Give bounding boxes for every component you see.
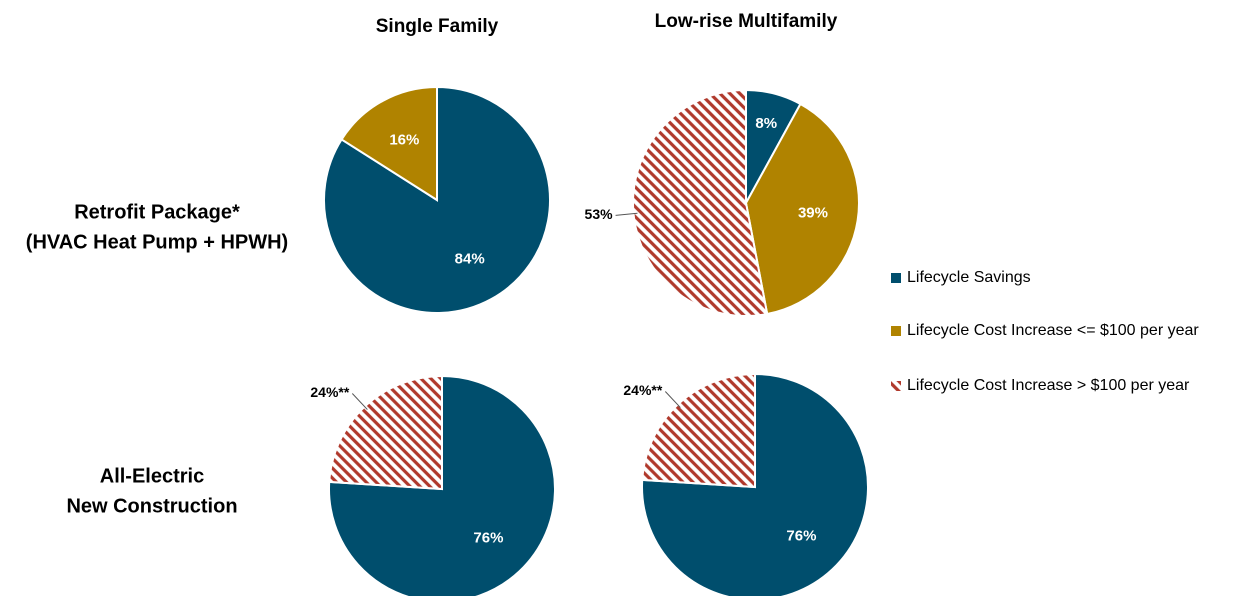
legend-swatch [891, 326, 901, 336]
row-label: Retrofit Package* [74, 201, 240, 223]
legend-swatch [891, 381, 901, 391]
column-label: Single Family [376, 16, 499, 37]
row-label: All-Electric [100, 465, 204, 487]
row-label: (HVAC Heat Pump + HPWH) [26, 231, 288, 253]
pie-slice [744, 102, 860, 316]
legend-swatch [891, 273, 901, 283]
data-label: 84% [455, 250, 485, 267]
data-label: 8% [755, 115, 777, 132]
data-label: 76% [473, 529, 503, 546]
legend-label: Lifecycle Cost Increase > $100 per year [907, 377, 1190, 394]
data-label: 24%** [310, 384, 349, 400]
pie-slice [340, 85, 438, 202]
leader-line [615, 212, 638, 216]
legend-label: Lifecycle Savings [907, 269, 1031, 286]
row-label: New Construction [66, 495, 237, 517]
leader-line [351, 393, 368, 410]
data-label: 24%** [623, 382, 662, 398]
legend-label: Lifecycle Cost Increase <= $100 per year [907, 322, 1199, 339]
data-label: 76% [786, 527, 816, 544]
data-label: 16% [389, 132, 419, 149]
leader-line [664, 391, 681, 408]
column-label: Low-rise Multifamily [655, 11, 838, 32]
data-label: 39% [798, 205, 828, 222]
data-label: 53% [585, 206, 614, 222]
